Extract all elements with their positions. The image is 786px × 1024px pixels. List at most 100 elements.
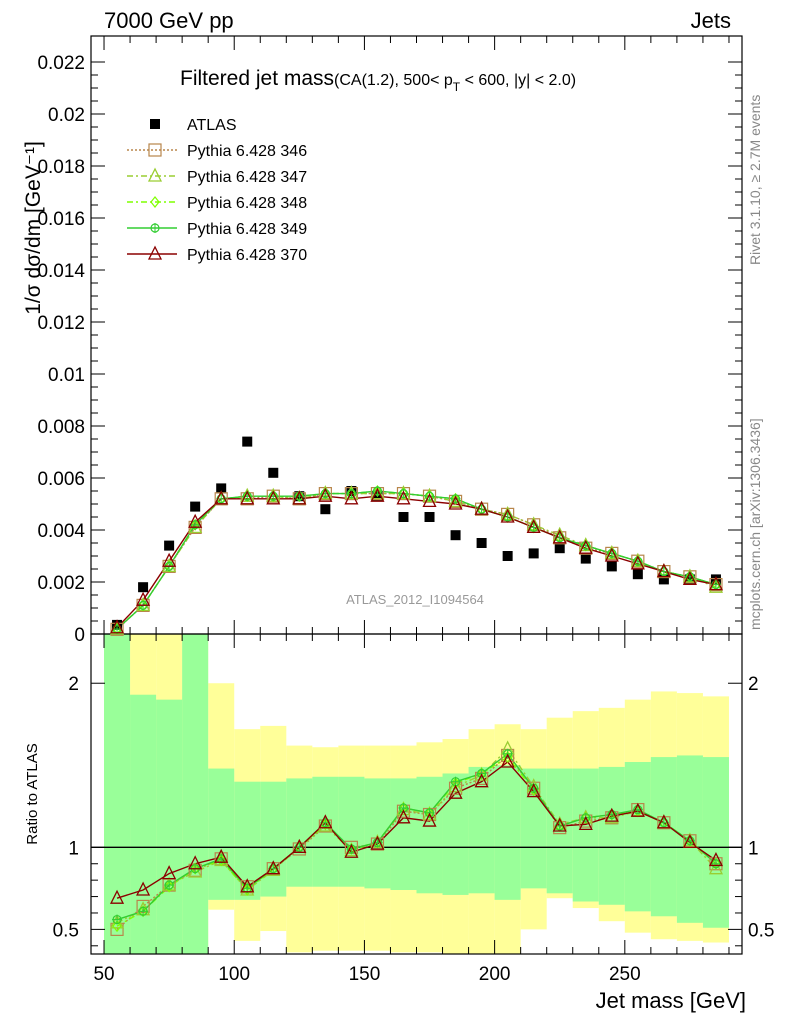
data-point-p349 (450, 493, 461, 504)
plot-title-sub-a: (CA(1.2), 500< p (334, 72, 453, 89)
data-point-p370 (266, 490, 281, 505)
ratio-band-inner (156, 699, 183, 954)
data-point-atlas (190, 501, 201, 512)
legend-marker-p370 (147, 245, 163, 260)
data-point-p370 (292, 490, 307, 505)
ratio-band-inner (572, 768, 599, 902)
data-point-p370 (682, 570, 697, 586)
data-point-atlas (216, 483, 227, 494)
upper-y-tick-label: 0.01 (48, 365, 85, 386)
ratio-band-inner (494, 765, 521, 900)
rivet-label: Rivet 3.1.10, ≥ 2.7M events (747, 95, 763, 265)
data-point-atlas (164, 540, 175, 551)
lower-marks (109, 740, 724, 936)
ratio-point-p370 (136, 881, 151, 896)
legend-label-atlas: ATLAS (187, 117, 237, 134)
upper-y-tick-label: 0.022 (37, 53, 85, 74)
plot-title: Filtered jet mass(CA(1.2), 500< pT < 600… (180, 67, 576, 94)
data-point-p370 (448, 495, 463, 510)
ratio-point-p370 (266, 860, 281, 875)
header-left: 7000 GeV pp (104, 8, 234, 33)
data-point-atlas (658, 574, 669, 585)
x-tick-label: 250 (609, 964, 641, 985)
upper-y-tick-label: 0.004 (37, 521, 85, 542)
ratio-point-p370 (292, 838, 307, 853)
ratio-band-inner (468, 766, 495, 894)
ratio-band-inner (338, 776, 365, 887)
lower-y-tick-label-right: 0.5 (748, 920, 774, 941)
ratio-point-p349 (710, 858, 721, 869)
data-point-p370 (708, 576, 724, 591)
ratio-band-inner (104, 634, 131, 954)
ratio-point-p370 (500, 753, 515, 768)
x-tick-label: 200 (479, 964, 511, 985)
ratio-point-p348 (112, 920, 122, 933)
upper-y-tick-label: 0.008 (37, 417, 85, 438)
ratio-band-inner (702, 757, 729, 928)
ratio-point-p347 (708, 860, 724, 875)
data-point-p370 (656, 563, 671, 578)
ratio-point-p370 (214, 848, 229, 863)
data-point-atlas (138, 582, 149, 593)
data-point-atlas (606, 561, 617, 572)
upper-y-tick-label: 0.018 (37, 157, 85, 178)
data-point-p370 (396, 490, 411, 505)
lower-y-tick-label: 1 (68, 838, 79, 859)
ratio-band-inner (260, 781, 287, 897)
data-point-p370 (344, 490, 359, 505)
upper-y-tick-label: 0 (74, 625, 85, 646)
ratio-band-inner (624, 762, 651, 912)
upper-marks (109, 436, 724, 636)
ratio-point-p370 (396, 809, 411, 824)
ratio-point-p370 (604, 807, 619, 822)
data-point-p370 (214, 490, 229, 505)
data-point-atlas (632, 569, 643, 580)
legend-marker-p346 (148, 143, 162, 157)
ratio-point-p370 (474, 773, 489, 788)
data-point-p370 (109, 619, 125, 634)
data-point-p370 (526, 518, 541, 534)
ratio-point-p370 (240, 878, 255, 893)
upper-axes: 0 0.002 0.004 0.006 0.008 0.01 0.012 0.014 0.016… (37, 36, 742, 646)
ratio-point-p370 (526, 783, 541, 798)
data-point-p370 (422, 492, 437, 508)
data-point-atlas (554, 543, 565, 554)
ratio-point-p370 (682, 833, 697, 849)
data-point-atlas (398, 512, 409, 522)
legend-label-p348: Pythia 6.428 348 (187, 195, 307, 212)
legend: ATLAS Pythia 6.428 346 Pythia 6.428 347 Pyt… (127, 117, 307, 264)
lower-y-tick-label-right: 2 (748, 674, 759, 695)
data-point-p370 (370, 487, 385, 502)
ratio-point-p370 (708, 852, 724, 867)
data-point-atlas (320, 504, 331, 515)
ratio-point-p370 (578, 815, 593, 831)
ratio-point-p370 (109, 889, 125, 904)
series-line-p370 (116, 495, 717, 629)
ratio-point-p347 (448, 778, 463, 793)
ratio-point-p346 (709, 857, 723, 871)
data-point-p370 (552, 529, 567, 544)
x-tick-label: 50 (93, 964, 114, 985)
ratio-band-inner (390, 778, 417, 890)
plot-title-sub-c: < 600, |y| < 2.0) (460, 72, 576, 89)
ratio-band-inner (286, 778, 313, 887)
data-point-atlas (424, 512, 435, 522)
data-point-p349 (190, 519, 201, 530)
header-right: Jets (691, 8, 731, 33)
lower-y-tick-label: 2 (68, 674, 79, 695)
lower-y-label: Ratio to ATLAS (24, 743, 41, 844)
data-point-atlas (476, 538, 487, 548)
x-tick-label: 150 (349, 964, 381, 985)
ratio-band-layer (104, 634, 729, 954)
data-point-p349 (424, 491, 435, 502)
data-point-p370 (578, 539, 593, 554)
data-point-atlas (450, 530, 461, 541)
legend-marker-p349 (150, 223, 160, 233)
data-point-p370 (604, 547, 619, 562)
legend-marker-p347 (147, 167, 163, 182)
lower-axes: 50 100 150 200 250 0.5 0.5 1 1 2 2 (53, 634, 774, 985)
ratio-point-p349 (138, 906, 149, 917)
data-point-p349 (346, 488, 357, 499)
data-point-atlas (580, 553, 591, 564)
